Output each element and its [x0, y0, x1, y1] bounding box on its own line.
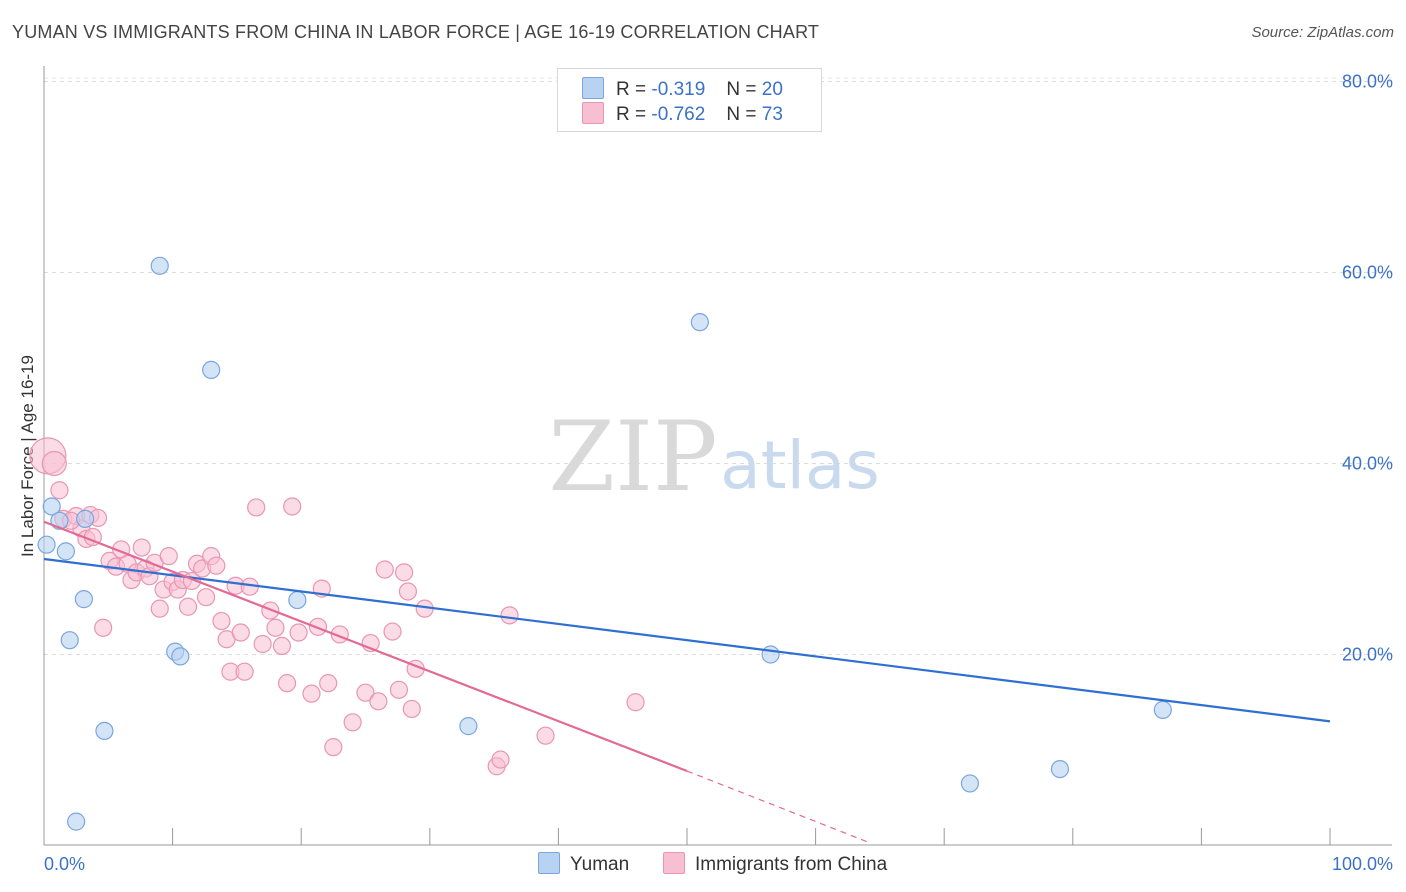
x-tick-label-min: 0.0% [44, 854, 85, 874]
data-point-immigrants-from-china [266, 618, 285, 637]
data-point-yuman [74, 590, 93, 609]
data-point-immigrants-from-china [231, 623, 250, 642]
bottom-legend-label-yuman: Yuman [570, 854, 630, 875]
y-tick-label-60: 60.0% [1342, 263, 1393, 283]
data-point-immigrants-from-china [383, 622, 402, 641]
data-point-yuman [171, 647, 190, 666]
data-point-immigrants-from-china [500, 606, 519, 625]
legend-row-yuman: R = -0.319 N = 20 [582, 77, 783, 103]
data-point-immigrants-from-china [402, 699, 421, 719]
data-point-yuman [202, 360, 221, 380]
data-point-yuman [960, 774, 980, 793]
series-yuman-points [37, 256, 1172, 831]
data-point-immigrants-from-china [343, 713, 362, 732]
data-point-immigrants-from-china [356, 683, 375, 702]
data-point-immigrants-from-china [375, 560, 394, 579]
trend-line-immigrants-from-china-extension [686, 770, 868, 843]
data-point-yuman [67, 812, 86, 831]
legend-r-value: -0.319 [651, 79, 706, 100]
axes [43, 66, 1392, 846]
series-immigrants-from-china-points [29, 437, 645, 776]
watermark-zip: ZIP [548, 401, 717, 513]
bottom-legend-yuman[interactable]: Yuman [538, 852, 629, 876]
bottom-legend-swatch-immigrants-from-china [663, 852, 685, 874]
data-point-yuman [76, 509, 95, 528]
data-point-immigrants-from-china [491, 750, 510, 769]
data-point-immigrants-from-china [196, 588, 216, 607]
data-point-yuman [42, 497, 61, 516]
data-point-immigrants-from-china [272, 636, 292, 656]
data-point-immigrants-from-china [132, 538, 151, 557]
data-point-immigrants-from-china [94, 618, 113, 637]
data-point-immigrants-from-china [277, 674, 297, 693]
legend-swatch-yuman [582, 77, 604, 99]
data-point-immigrants-from-china [283, 497, 302, 516]
gridlines [44, 77, 1392, 655]
chart-title: YUMAN VS IMMIGRANTS FROM CHINA IN LABOR … [12, 22, 820, 42]
data-point-yuman [690, 313, 709, 332]
data-point-immigrants-from-china [253, 634, 272, 654]
data-point-yuman [37, 535, 56, 554]
legend-n-value: 20 [761, 79, 783, 100]
data-point-immigrants-from-china [235, 662, 254, 681]
legend-n-value: 73 [761, 104, 783, 125]
legend-row-immigrants-from-china: R = -0.762 N = 73 [582, 102, 783, 128]
data-point-yuman [150, 256, 169, 275]
data-point-immigrants-from-china [207, 556, 226, 575]
data-point-immigrants-from-china [289, 623, 308, 642]
data-point-yuman [95, 721, 114, 741]
data-point-immigrants-from-china [247, 498, 266, 517]
y-tick-label-40: 40.0% [1342, 454, 1393, 474]
tick-labels: 20.0% 40.0% 60.0% 80.0% 0.0% 100.0% [44, 72, 1393, 875]
data-point-immigrants-from-china [302, 684, 321, 703]
data-point-immigrants-from-china [369, 692, 388, 711]
legend-swatch-immigrants-from-china [582, 102, 604, 124]
data-point-immigrants-from-china [50, 481, 69, 500]
data-point-immigrants-from-china [159, 547, 178, 566]
data-point-immigrants-from-china [319, 674, 338, 693]
y-tick-label-20: 20.0% [1342, 645, 1393, 665]
data-point-immigrants-from-china [626, 693, 645, 712]
data-point-immigrants-from-china [324, 738, 343, 757]
data-point-immigrants-from-china [389, 680, 409, 699]
data-point-immigrants-from-china [536, 726, 555, 745]
data-point-yuman [1153, 700, 1172, 719]
legend-n-label: N = [726, 104, 757, 125]
data-point-immigrants-from-china [178, 597, 198, 616]
legend-r-label: R = [616, 79, 647, 100]
legend-n-label: N = [726, 79, 757, 100]
legend-r-label: R = [616, 104, 647, 125]
data-point-immigrants-from-china [398, 582, 418, 601]
legend-r-value: -0.762 [651, 104, 706, 125]
watermark: ZIP atlas [548, 401, 879, 513]
bottom-legend-label-immigrants-from-china: Immigrants from China [695, 854, 888, 875]
data-point-yuman [761, 645, 780, 664]
data-point-yuman [56, 542, 75, 561]
data-point-yuman [459, 717, 478, 736]
data-point-yuman [60, 631, 79, 650]
trend-line-yuman [43, 557, 1331, 723]
watermark-atlas: atlas [720, 427, 880, 504]
bottom-legend-immigrants-from-china[interactable]: Immigrants from China [663, 852, 887, 876]
bottom-legend-swatch-yuman [538, 852, 560, 874]
trend-line-immigrants-from-china [43, 520, 688, 773]
x-tick-label-max: 100.0% [1332, 854, 1393, 874]
trend-lines [43, 520, 1331, 843]
data-point-yuman [1050, 759, 1070, 779]
data-point-immigrants-from-china [394, 563, 414, 582]
data-point-immigrants-from-china [41, 450, 67, 477]
data-point-immigrants-from-china [150, 599, 169, 618]
source-label[interactable]: Source: ZipAtlas.com [1251, 24, 1394, 41]
data-point-immigrants-from-china [212, 611, 231, 631]
y-tick-label-80: 80.0% [1342, 72, 1393, 92]
data-point-yuman [288, 590, 307, 610]
correlation-legend: R = -0.319 N = 20 R = -0.762 N = 73 [557, 68, 822, 132]
